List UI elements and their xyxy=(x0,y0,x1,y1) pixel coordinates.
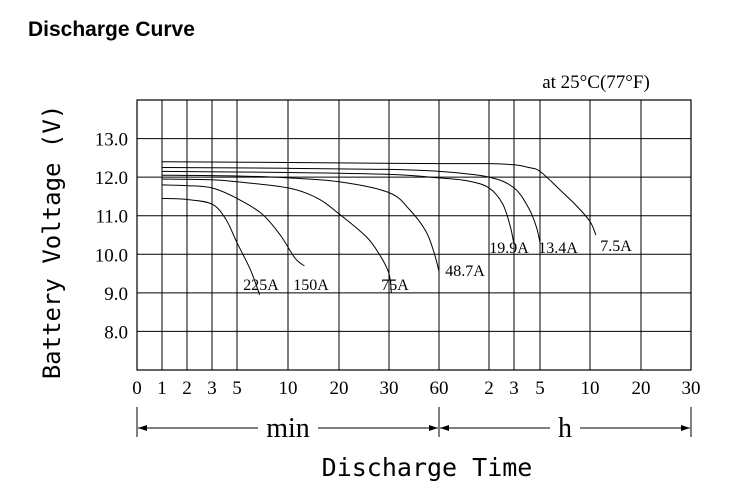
x-tick-label: 5 xyxy=(535,378,545,399)
y-tick-label: 10.0 xyxy=(95,245,128,266)
unit-label: min xyxy=(266,413,310,444)
x-tick-label: 2 xyxy=(182,378,192,399)
curve-7-5A xyxy=(161,161,597,236)
x-tick-label: 10 xyxy=(581,378,600,399)
chart-subtitle: at 25°C(77°F) xyxy=(542,72,650,93)
unit-label: h xyxy=(558,413,572,444)
x-tick-label: 30 xyxy=(682,378,701,399)
curve-label: 150A xyxy=(293,277,329,294)
bracket-arrow-right xyxy=(429,425,438,431)
x-tick-label: 30 xyxy=(380,378,399,399)
plot-frame xyxy=(136,99,692,371)
curve-label: 7.5A xyxy=(600,238,632,255)
bracket-arrow-left xyxy=(138,425,147,431)
curve-13-4A xyxy=(161,167,541,243)
x-tick-label: 20 xyxy=(330,378,349,399)
page-title: Discharge Curve xyxy=(28,18,195,41)
curves xyxy=(161,161,597,295)
curve-48-7A xyxy=(161,174,440,272)
grid xyxy=(136,99,692,371)
curve-label: 75A xyxy=(381,277,409,294)
curve-150A xyxy=(161,184,305,267)
y-tick-label: 12.0 xyxy=(95,168,128,189)
curve-19-9A xyxy=(161,170,515,245)
y-tick-label: 13.0 xyxy=(95,130,128,151)
curve-label: 13.4A xyxy=(538,240,578,257)
x-tick-label: 60 xyxy=(430,378,449,399)
x-tick-label: 0 xyxy=(132,378,142,399)
y-tick-label: 9.0 xyxy=(104,284,128,305)
curve-label: 225A xyxy=(243,277,279,294)
x-tick-label: 3 xyxy=(509,378,519,399)
curve-225A xyxy=(161,197,261,295)
bracket-arrow-right xyxy=(681,425,690,431)
curve-label: 48.7A xyxy=(445,263,485,280)
curve-75A xyxy=(161,178,392,293)
x-tick-label: 2 xyxy=(484,378,494,399)
y-axis-label: Battery Voltage (V) xyxy=(38,105,66,380)
y-tick-label: 11.0 xyxy=(95,207,128,228)
curve-label: 19.9A xyxy=(489,240,529,257)
x-tick-label: 1 xyxy=(157,378,167,399)
x-tick-label: 3 xyxy=(207,378,217,399)
tick-labels: 8.09.010.011.012.013.00 1 2 3 5 10 20 30 60 2 3 5 10… xyxy=(95,130,701,399)
bracket-arrow-left xyxy=(440,425,449,431)
y-tick-label: 8.0 xyxy=(104,322,128,343)
x-tick-label: 10 xyxy=(279,378,298,399)
x-axis-label: Discharge Time xyxy=(322,453,533,482)
x-tick-label: 20 xyxy=(632,378,651,399)
x-tick-label: 5 xyxy=(232,378,242,399)
unit-brackets: min h xyxy=(136,407,692,444)
